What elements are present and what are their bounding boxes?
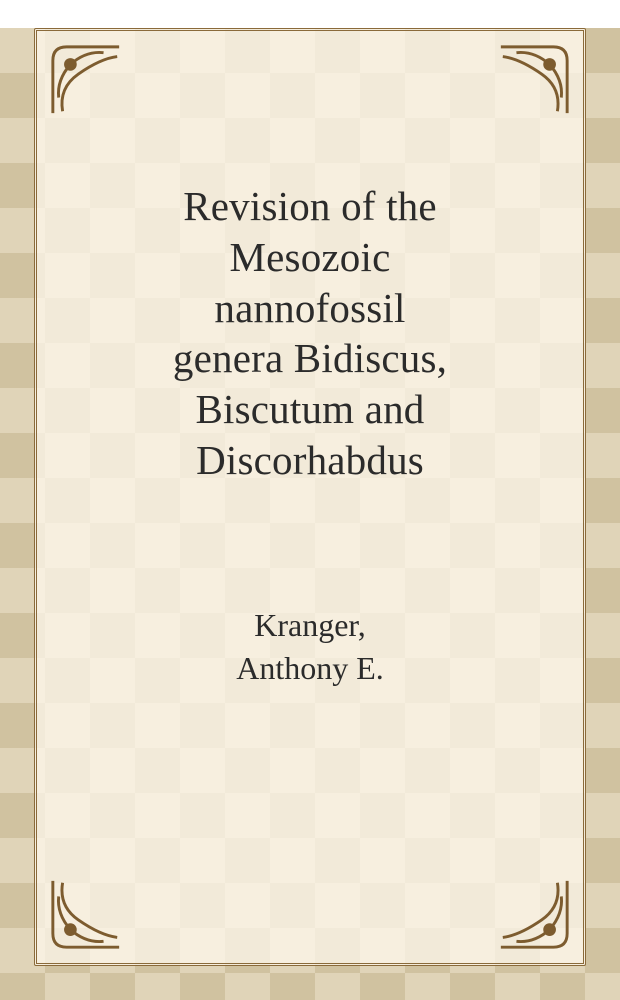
title-line: Mesozoic — [77, 232, 543, 283]
cover-title: Revision of the Mesozoic nannofossil gen… — [77, 181, 543, 486]
author-middle-initial: E. — [356, 650, 384, 686]
title-line: Discorhabdus — [77, 435, 543, 486]
title-line: nannofossil — [77, 283, 543, 334]
author-given-names: Anthony — [236, 650, 348, 686]
cover-author: Kranger, Anthony E. — [236, 604, 384, 690]
corner-ornament-icon — [495, 875, 573, 953]
title-line: Biscutum and — [77, 384, 543, 435]
book-cover-card: Revision of the Mesozoic nannofossil gen… — [34, 28, 586, 966]
title-line: Revision of the — [77, 181, 543, 232]
title-line: genera Bidiscus, — [77, 333, 543, 384]
author-given: Anthony E. — [236, 647, 384, 690]
corner-ornament-icon — [47, 41, 125, 119]
author-surname: Kranger, — [236, 604, 384, 647]
corner-ornament-icon — [47, 875, 125, 953]
corner-ornament-icon — [495, 41, 573, 119]
